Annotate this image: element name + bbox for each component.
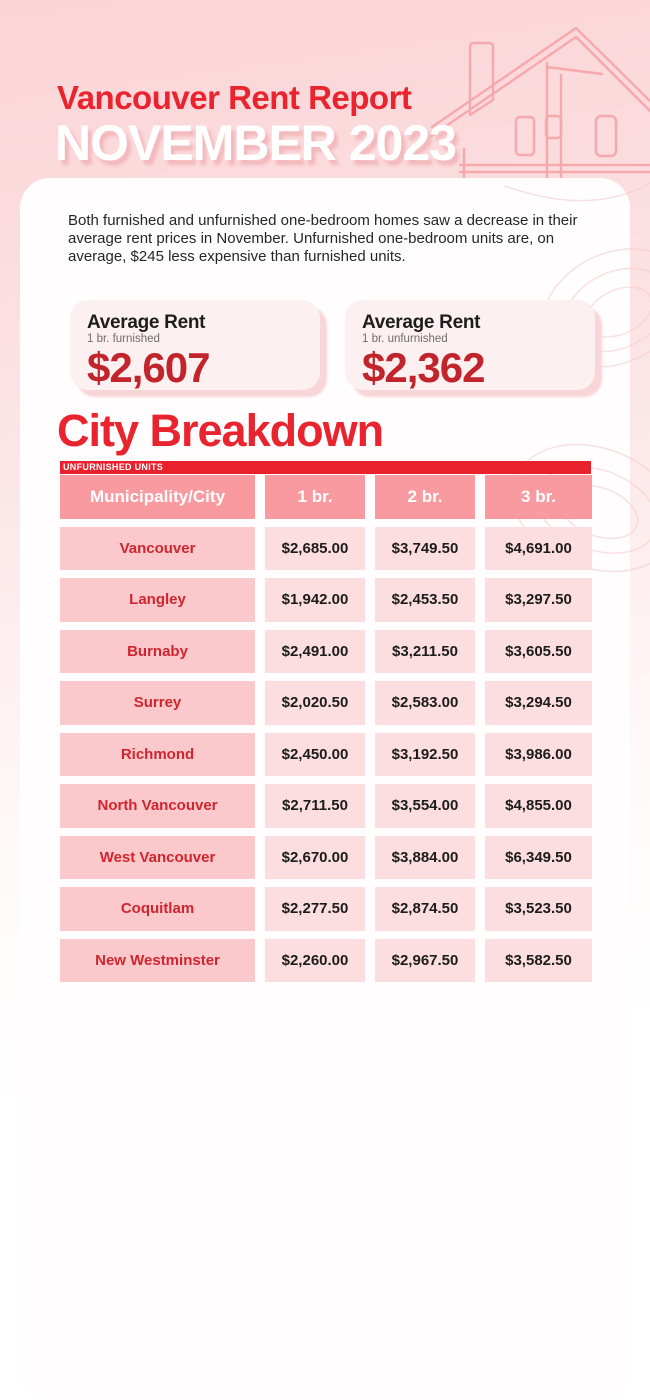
- rent-1br-cell: $2,260.00: [265, 938, 365, 982]
- rent-1br-cell: $2,277.50: [265, 887, 365, 931]
- intro-text: Both furnished and unfurnished one-bedro…: [68, 212, 578, 265]
- units-banner: UNFURNISHED UNITS: [60, 461, 591, 474]
- city-cell: Surrey: [60, 681, 255, 725]
- page-title: Vancouver Rent Report: [57, 79, 412, 116]
- city-cell: Richmond: [60, 732, 255, 776]
- rent-2br-cell: $2,453.50: [375, 578, 475, 622]
- rent-2br-cell: $3,554.00: [375, 784, 475, 828]
- section-heading: City Breakdown: [57, 405, 384, 456]
- stat-value: $2,362: [362, 344, 485, 391]
- rent-1br-cell: $2,450.00: [265, 732, 365, 776]
- city-cell: Langley: [60, 578, 255, 622]
- rent-table: Municipality/City 1 br. 2 br. 3 br. Vanc…: [60, 475, 592, 982]
- city-cell: Vancouver: [60, 526, 255, 570]
- city-cell: West Vancouver: [60, 835, 255, 879]
- city-cell: Burnaby: [60, 629, 255, 673]
- stat-value: $2,607: [87, 344, 210, 391]
- rent-1br-cell: $2,670.00: [265, 835, 365, 879]
- rent-3br-cell: $6,349.50: [485, 835, 592, 879]
- rent-3br-cell: $3,605.50: [485, 629, 592, 673]
- rent-2br-cell: $2,583.00: [375, 681, 475, 725]
- city-cell: Coquitlam: [60, 887, 255, 931]
- column-header-1br: 1 br.: [265, 475, 365, 519]
- rent-3br-cell: $3,523.50: [485, 887, 592, 931]
- stat-sublabel: 1 br. unfurnished: [362, 333, 448, 345]
- rent-3br-cell: $3,986.00: [485, 732, 592, 776]
- rent-1br-cell: $2,020.50: [265, 681, 365, 725]
- rent-2br-cell: $2,874.50: [375, 887, 475, 931]
- stat-label: Average Rent: [362, 312, 481, 333]
- rent-2br-cell: $3,192.50: [375, 732, 475, 776]
- stat-sublabel: 1 br. furnished: [87, 333, 160, 345]
- city-cell: North Vancouver: [60, 784, 255, 828]
- column-header-municipality: Municipality/City: [60, 475, 255, 519]
- stat-label: Average Rent: [87, 312, 206, 333]
- stat-card-unfurnished: Average Rent 1 br. unfurnished $2,362: [345, 300, 595, 390]
- column-header-3br: 3 br.: [485, 475, 592, 519]
- content-card: Both furnished and unfurnished one-bedro…: [20, 178, 650, 1400]
- rent-3br-cell: $3,582.50: [485, 938, 592, 982]
- rent-2br-cell: $3,884.00: [375, 835, 475, 879]
- city-cell: New Westminster: [60, 938, 255, 982]
- column-header-2br: 2 br.: [375, 475, 475, 519]
- average-rent-stats: Average Rent 1 br. furnished $2,607 Aver…: [70, 300, 595, 390]
- rent-1br-cell: $2,711.50: [265, 784, 365, 828]
- rent-3br-cell: $3,294.50: [485, 681, 592, 725]
- rent-1br-cell: $2,685.00: [265, 526, 365, 570]
- house-outline-illustration: [430, 26, 650, 195]
- report-header: Vancouver Rent Report NOVEMBER 2023: [55, 79, 457, 171]
- rent-3br-cell: $4,855.00: [485, 784, 592, 828]
- rent-3br-cell: $4,691.00: [485, 526, 592, 570]
- rent-3br-cell: $3,297.50: [485, 578, 592, 622]
- rent-2br-cell: $3,211.50: [375, 629, 475, 673]
- stat-card-furnished: Average Rent 1 br. furnished $2,607: [70, 300, 320, 390]
- rent-1br-cell: $2,491.00: [265, 629, 365, 673]
- rent-2br-cell: $2,967.50: [375, 938, 475, 982]
- rent-2br-cell: $3,749.50: [375, 526, 475, 570]
- page-subtitle: NOVEMBER 2023: [55, 115, 457, 171]
- rent-1br-cell: $1,942.00: [265, 578, 365, 622]
